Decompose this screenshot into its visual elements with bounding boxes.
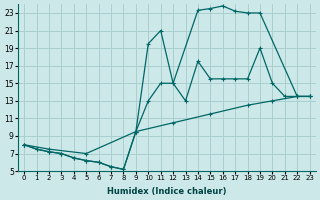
X-axis label: Humidex (Indice chaleur): Humidex (Indice chaleur) xyxy=(107,187,227,196)
